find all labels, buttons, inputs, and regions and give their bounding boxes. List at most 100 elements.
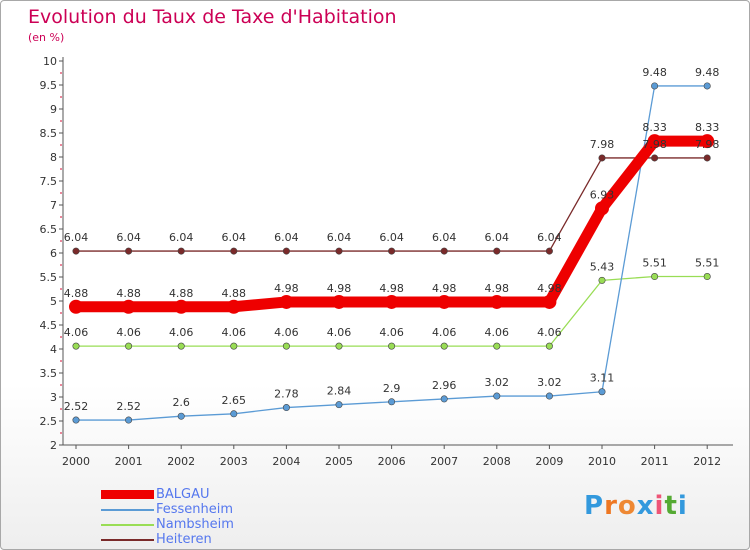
- y-tick-label: 7.5: [40, 175, 58, 188]
- data-point: [177, 247, 185, 255]
- x-tick-label: 2012: [693, 455, 721, 468]
- data-point: [647, 134, 662, 149]
- y-tick-label: 8: [50, 151, 57, 164]
- data-label: 8.33: [642, 121, 667, 134]
- legend-swatch: [101, 508, 154, 511]
- y-minor-dot: [60, 264, 62, 266]
- y-tick-label: 3: [50, 391, 57, 404]
- data-point: [700, 134, 715, 149]
- data-point: [493, 247, 501, 255]
- data-label: 4.88: [169, 287, 194, 300]
- data-point: [545, 342, 553, 350]
- y-tick-label: 5.5: [40, 271, 58, 284]
- data-point: [230, 410, 238, 418]
- data-point: [440, 247, 448, 255]
- data-point: [388, 342, 396, 350]
- legend-swatch: [101, 523, 154, 526]
- data-point: [542, 294, 557, 309]
- legend-item-balgau: BALGAU: [101, 487, 234, 502]
- data-point: [230, 247, 238, 255]
- data-label: 2.65: [222, 394, 247, 407]
- data-label: 4.98: [485, 282, 510, 295]
- data-point: [125, 247, 133, 255]
- y-minor-dot: [60, 240, 62, 242]
- data-label: 3.11: [590, 372, 615, 385]
- data-label: 9.48: [695, 66, 720, 79]
- data-label: 4.06: [537, 326, 562, 339]
- data-label: 7.98: [695, 138, 720, 151]
- data-point: [598, 154, 606, 162]
- logo-letter: i: [654, 491, 665, 521]
- data-point: [125, 342, 133, 350]
- data-point: [703, 154, 711, 162]
- data-label: 4.06: [169, 326, 194, 339]
- legend-label: Heiteren: [156, 532, 212, 547]
- x-tick-label: 2008: [483, 455, 511, 468]
- data-point: [545, 247, 553, 255]
- y-minor-dot: [60, 216, 62, 218]
- y-tick-label: 9: [50, 103, 57, 116]
- data-point: [282, 342, 290, 350]
- data-point: [69, 299, 83, 314]
- y-minor-dot: [60, 288, 62, 290]
- data-label: 7.98: [642, 138, 667, 151]
- y-minor-dot: [60, 96, 62, 98]
- data-label: 2.52: [116, 400, 141, 413]
- data-point: [121, 299, 136, 314]
- legend-swatch: [101, 538, 154, 541]
- data-label: 4.98: [274, 282, 299, 295]
- proxiti-logo: Proxiti: [584, 491, 688, 521]
- data-point: [335, 342, 343, 350]
- x-tick-label: 2009: [535, 455, 563, 468]
- data-label: 6.04: [537, 231, 562, 244]
- y-minor-dot: [60, 432, 62, 434]
- y-tick-label: 4: [50, 343, 57, 356]
- legend: BALGAU Fessenheim Nambsheim Heiteren: [101, 487, 234, 547]
- logo-letter: i: [677, 491, 688, 521]
- data-point: [598, 388, 606, 396]
- data-point: [595, 201, 609, 216]
- y-tick-label: 8.5: [40, 127, 58, 140]
- x-tick-label: 2007: [430, 455, 458, 468]
- x-tick-label: 2000: [62, 455, 90, 468]
- data-point: [72, 342, 80, 350]
- logo-letter: P: [584, 491, 605, 521]
- data-label: 4.98: [537, 282, 562, 295]
- data-point: [388, 398, 396, 406]
- y-tick-label: 2.5: [40, 415, 58, 428]
- data-label: 6.04: [116, 231, 141, 244]
- data-point: [226, 299, 241, 314]
- data-label: 2.78: [274, 388, 299, 401]
- data-point: [493, 342, 501, 350]
- y-minor-dot: [60, 384, 62, 386]
- data-point: [335, 247, 343, 255]
- data-label: 4.98: [327, 282, 352, 295]
- y-minor-dot: [60, 72, 62, 74]
- data-label: 2.6: [172, 396, 190, 409]
- data-label: 4.06: [116, 326, 141, 339]
- y-tick-label: 2: [50, 439, 57, 452]
- y-tick-label: 4.5: [40, 319, 58, 332]
- data-label: 4.06: [274, 326, 299, 339]
- y-minor-dot: [60, 336, 62, 338]
- data-label: 9.48: [642, 66, 667, 79]
- logo-letter: o: [617, 491, 637, 521]
- data-point: [72, 247, 80, 255]
- data-point: [279, 294, 294, 309]
- data-point: [440, 395, 448, 403]
- logo-letter: r: [604, 491, 618, 521]
- data-point: [440, 342, 448, 350]
- x-tick-label: 2004: [272, 455, 300, 468]
- legend-swatch: [101, 490, 154, 499]
- legend-item-nambsheim: Nambsheim: [101, 517, 234, 532]
- data-point: [332, 294, 346, 309]
- data-point: [125, 416, 133, 424]
- data-label: 4.88: [64, 287, 89, 300]
- data-point: [282, 247, 290, 255]
- y-minor-dot: [60, 120, 62, 122]
- data-point: [384, 294, 399, 309]
- data-label: 8.33: [695, 121, 720, 134]
- legend-label: Fessenheim: [156, 502, 234, 517]
- data-point: [598, 276, 606, 284]
